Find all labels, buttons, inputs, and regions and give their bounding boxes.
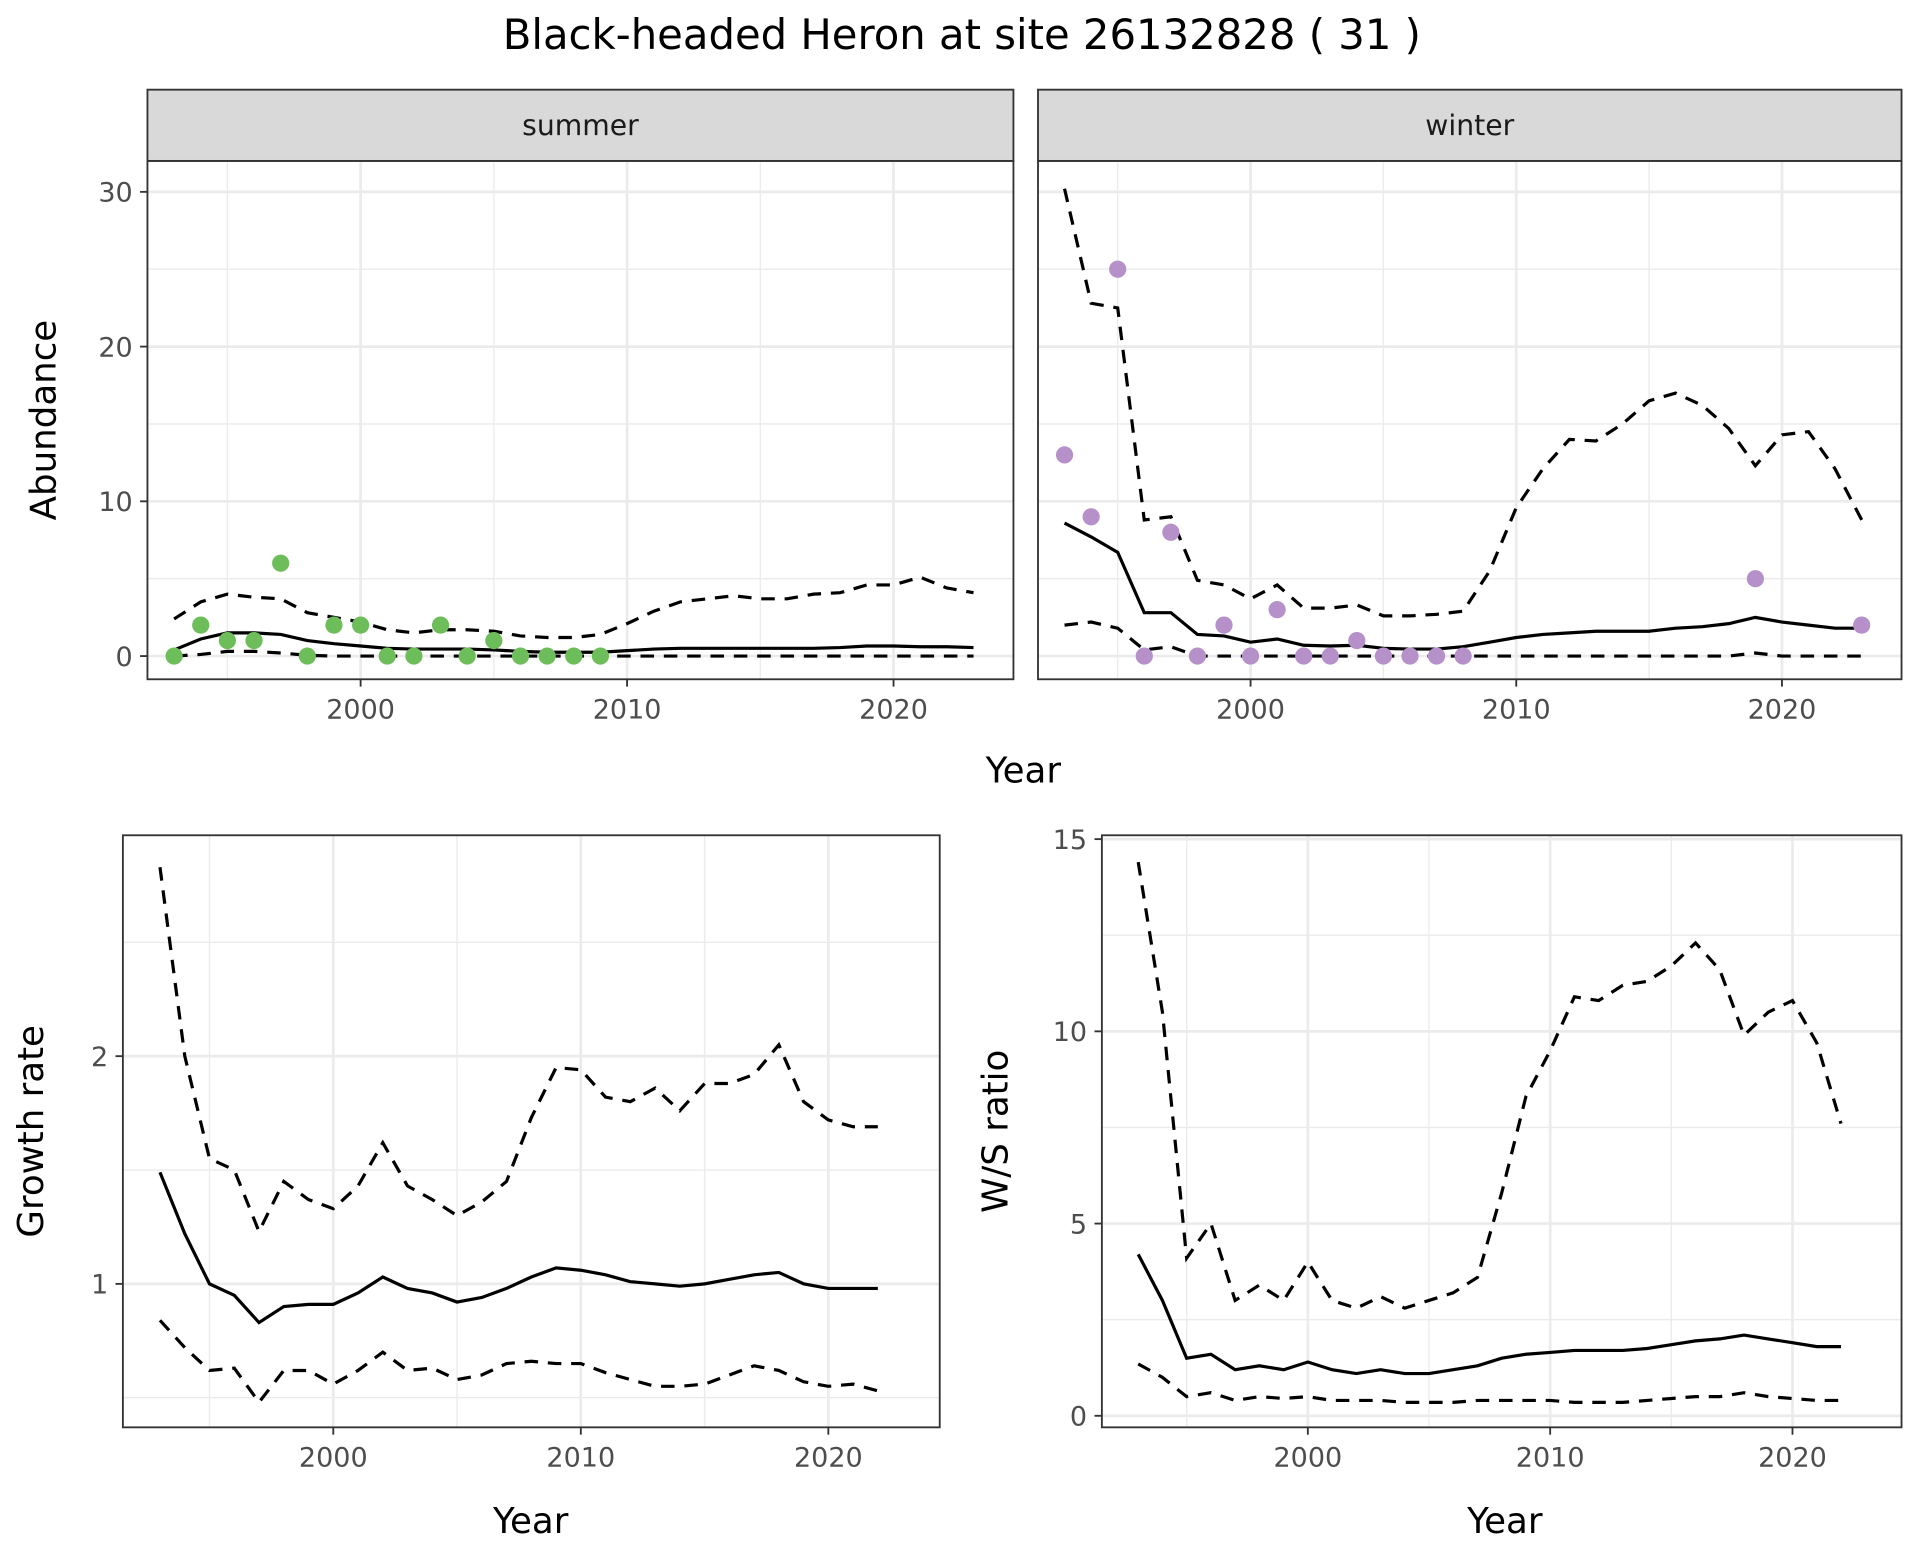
data-point [591, 647, 610, 665]
x-tick-label: 2020 [859, 695, 928, 726]
data-point [1295, 647, 1313, 665]
y-tick-label: 5 [1070, 1209, 1087, 1240]
data-point [538, 647, 556, 665]
data-point [511, 647, 530, 665]
data-point [1427, 647, 1446, 665]
data-point [1853, 616, 1871, 634]
lower-bound-line [158, 1319, 879, 1405]
x-tick-label: 2020 [1758, 1443, 1827, 1474]
data-point [1055, 446, 1074, 464]
y-axis-label: Growth rate [11, 1025, 52, 1238]
x-tick-label: 2000 [1216, 695, 1285, 726]
y-tick-label: 20 [98, 332, 132, 363]
y-tick-label: 15 [1053, 825, 1087, 856]
x-tick-label: 2020 [1748, 695, 1817, 726]
x-tick-label: 2010 [1516, 1443, 1585, 1474]
data-point [1268, 601, 1286, 619]
y-tick-label: 10 [98, 487, 132, 518]
data-point [431, 616, 450, 634]
data-point [1241, 647, 1260, 665]
panel-summer: summer 2000 2010 2020 0 10 20 30 Year Abundance [23, 88, 1062, 791]
lower-bound-line [1137, 1362, 1841, 1404]
data-point [352, 616, 370, 634]
data-point [1109, 260, 1127, 278]
data-point [565, 647, 583, 665]
x-axis-label: Year [985, 750, 1062, 791]
data-point [1082, 508, 1100, 526]
data-point [325, 616, 343, 634]
data-point [1746, 570, 1764, 588]
data-point [405, 647, 423, 665]
panel-w-s-ratio: 2000 2010 2020 0 5 10 15 Year W/S ratio [975, 825, 1903, 1542]
y-tick-label: 1 [91, 1270, 108, 1301]
data-point [1374, 647, 1393, 665]
mean-line [158, 1171, 878, 1325]
panel-border [121, 834, 941, 1429]
x-tick-label: 2020 [794, 1443, 863, 1474]
data-point [1401, 647, 1419, 665]
y-axis-label: W/S ratio [975, 1050, 1016, 1213]
x-tick-label: 2010 [593, 695, 662, 726]
y-tick-label: 0 [116, 642, 133, 673]
data-point [245, 631, 263, 650]
mean-line [1063, 521, 1862, 651]
data-point [298, 647, 316, 665]
upper-bound-line [1136, 861, 1843, 1310]
facet-label: winter [1425, 109, 1514, 142]
data-point [1454, 647, 1472, 665]
data-point [192, 616, 210, 634]
x-tick-label: 2010 [546, 1443, 615, 1474]
upper-bound-line [173, 575, 974, 640]
mean-line [1136, 1253, 1841, 1376]
data-point [1135, 647, 1153, 665]
data-point [1321, 647, 1339, 665]
x-tick-label: 2010 [1482, 695, 1551, 726]
data-point [1162, 523, 1180, 541]
panel-border [1100, 834, 1903, 1429]
data-point [378, 647, 396, 665]
data-point [218, 631, 236, 650]
x-axis-label: Year [492, 1501, 569, 1542]
data-point [165, 647, 183, 665]
data-point [1188, 647, 1207, 665]
x-tick-label: 2000 [1273, 1443, 1342, 1474]
data-point [1215, 616, 1233, 634]
data-point [1348, 631, 1366, 650]
panel-border [146, 159, 1015, 681]
y-axis-label: Abundance [23, 320, 64, 521]
figure-title: Black-headed Heron at site 26132828 ( 31… [503, 10, 1421, 59]
y-tick-label: 30 [98, 178, 132, 209]
data-point [272, 554, 290, 572]
x-axis-label: Year [1466, 1501, 1543, 1542]
y-tick-label: 0 [1070, 1402, 1087, 1433]
panel-winter: winter 2000 2010 2020 [1037, 88, 1903, 726]
data-point [458, 647, 476, 665]
facet-strip [146, 88, 1015, 162]
x-tick-label: 2000 [326, 695, 395, 726]
facet-strip [1037, 88, 1903, 162]
facet-label: summer [522, 109, 639, 142]
data-point [485, 631, 503, 650]
y-tick-label: 2 [91, 1042, 108, 1073]
upper-bound-line [1062, 188, 1864, 618]
panel-growth-rate: 2000 2010 2020 1 2 Year Growth rate [11, 834, 941, 1542]
y-tick-label: 10 [1053, 1017, 1087, 1048]
x-tick-label: 2000 [299, 1443, 368, 1474]
upper-bound-line [158, 867, 878, 1236]
